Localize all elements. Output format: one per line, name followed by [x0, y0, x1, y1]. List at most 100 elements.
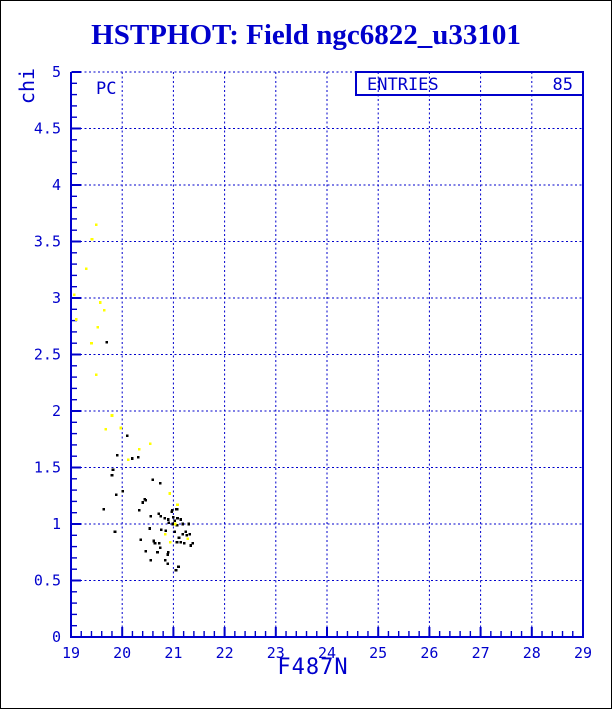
data-point	[163, 517, 166, 520]
x-tick-label: 21	[164, 644, 182, 662]
axis-ticks	[70, 71, 584, 638]
data-point	[157, 512, 160, 516]
data-point	[115, 453, 119, 457]
data-point	[144, 549, 148, 553]
data-point	[163, 532, 167, 536]
data-point	[110, 414, 114, 417]
y-tick-label: 4.5	[34, 120, 61, 138]
stats-box-outline	[355, 71, 584, 96]
data-point	[174, 569, 178, 572]
data-point	[96, 326, 99, 329]
data-point	[171, 509, 174, 512]
data-point	[176, 517, 179, 520]
data-point	[186, 537, 190, 540]
tick-labels: 0 0.5 1 1.5 2 2.5 3 3.5 4 4.5 5 19 20 21 22 23 24 25 26 27 2…	[34, 63, 592, 662]
y-tick-label: 5	[52, 63, 61, 81]
data-point	[148, 527, 152, 530]
data-point	[102, 309, 106, 312]
data-point	[182, 541, 186, 545]
data-point	[166, 553, 170, 556]
data-point	[173, 519, 177, 522]
data-point	[172, 515, 175, 519]
data-point	[153, 541, 157, 545]
data-point	[159, 528, 163, 531]
data-point	[185, 534, 189, 537]
data-point	[90, 237, 94, 241]
x-tick-label: 19	[62, 644, 80, 662]
x-tick-label: 26	[420, 644, 438, 662]
data-point	[137, 509, 141, 512]
data-point	[158, 482, 162, 485]
data-point	[158, 546, 162, 550]
x-tick-label: 27	[472, 644, 490, 662]
data-point	[181, 522, 184, 526]
data-point	[110, 474, 114, 477]
data-point	[137, 448, 141, 451]
y-tick-label: 3.5	[34, 233, 61, 251]
y-tick-label: 3	[52, 289, 61, 307]
data-point	[188, 532, 192, 536]
data-point	[166, 550, 170, 554]
data-point	[177, 536, 181, 539]
data-point	[181, 532, 184, 536]
data-point	[179, 518, 182, 521]
data-point	[152, 539, 156, 543]
data-point	[131, 457, 134, 460]
data-point	[187, 522, 191, 526]
data-point	[104, 427, 108, 431]
data-point	[169, 540, 172, 544]
data-point	[85, 267, 88, 270]
y-tick-label: 1.5	[34, 459, 61, 477]
page-title: HSTPHOT: Field ngc6822_u33101	[91, 19, 521, 51]
y-tick-label: 0.5	[34, 572, 61, 590]
data-point	[164, 529, 168, 533]
data-point	[127, 458, 130, 461]
stats-box-value: 85	[553, 75, 573, 95]
stats-box: ENTRIES 85	[355, 71, 584, 96]
x-tick-label: 20	[113, 644, 131, 662]
data-point	[166, 518, 170, 521]
data-point	[72, 293, 76, 296]
data-point	[141, 501, 144, 504]
data-point	[168, 492, 172, 495]
data-point	[121, 489, 125, 493]
data-point	[159, 514, 162, 518]
grid-lines	[71, 72, 583, 637]
data-point	[167, 521, 171, 525]
y-tick-label: 0	[52, 628, 61, 646]
x-tick-label: 25	[369, 644, 387, 662]
data-point	[173, 530, 177, 534]
data-point	[175, 523, 179, 527]
data-point	[191, 541, 195, 545]
data-point	[105, 340, 109, 344]
data-point	[111, 468, 115, 472]
x-axis-title: F487N	[277, 655, 349, 680]
data-point	[102, 508, 106, 511]
detector-label: PC	[96, 79, 116, 99]
data-point	[149, 514, 153, 518]
data-point	[126, 434, 129, 438]
x-tick-label: 22	[216, 644, 234, 662]
x-tick-label: 29	[574, 644, 592, 662]
stats-box-label: ENTRIES	[367, 75, 439, 95]
data-point	[175, 540, 179, 544]
data-point	[74, 318, 78, 321]
data-point	[156, 550, 159, 554]
x-tick-label: 24	[318, 644, 336, 662]
data-point	[174, 522, 177, 526]
y-tick-label: 1	[52, 515, 61, 533]
data-point	[189, 544, 193, 547]
data-point	[166, 562, 170, 565]
data-point	[149, 558, 153, 562]
data-point	[163, 558, 167, 562]
data-point	[139, 538, 142, 542]
data-point	[136, 456, 140, 459]
data-point	[179, 540, 182, 544]
data-point	[157, 541, 161, 545]
data-point	[175, 508, 178, 511]
data-point	[144, 498, 148, 502]
data-point	[113, 530, 117, 534]
y-tick-label: 4	[52, 176, 61, 194]
data-point	[184, 530, 187, 534]
